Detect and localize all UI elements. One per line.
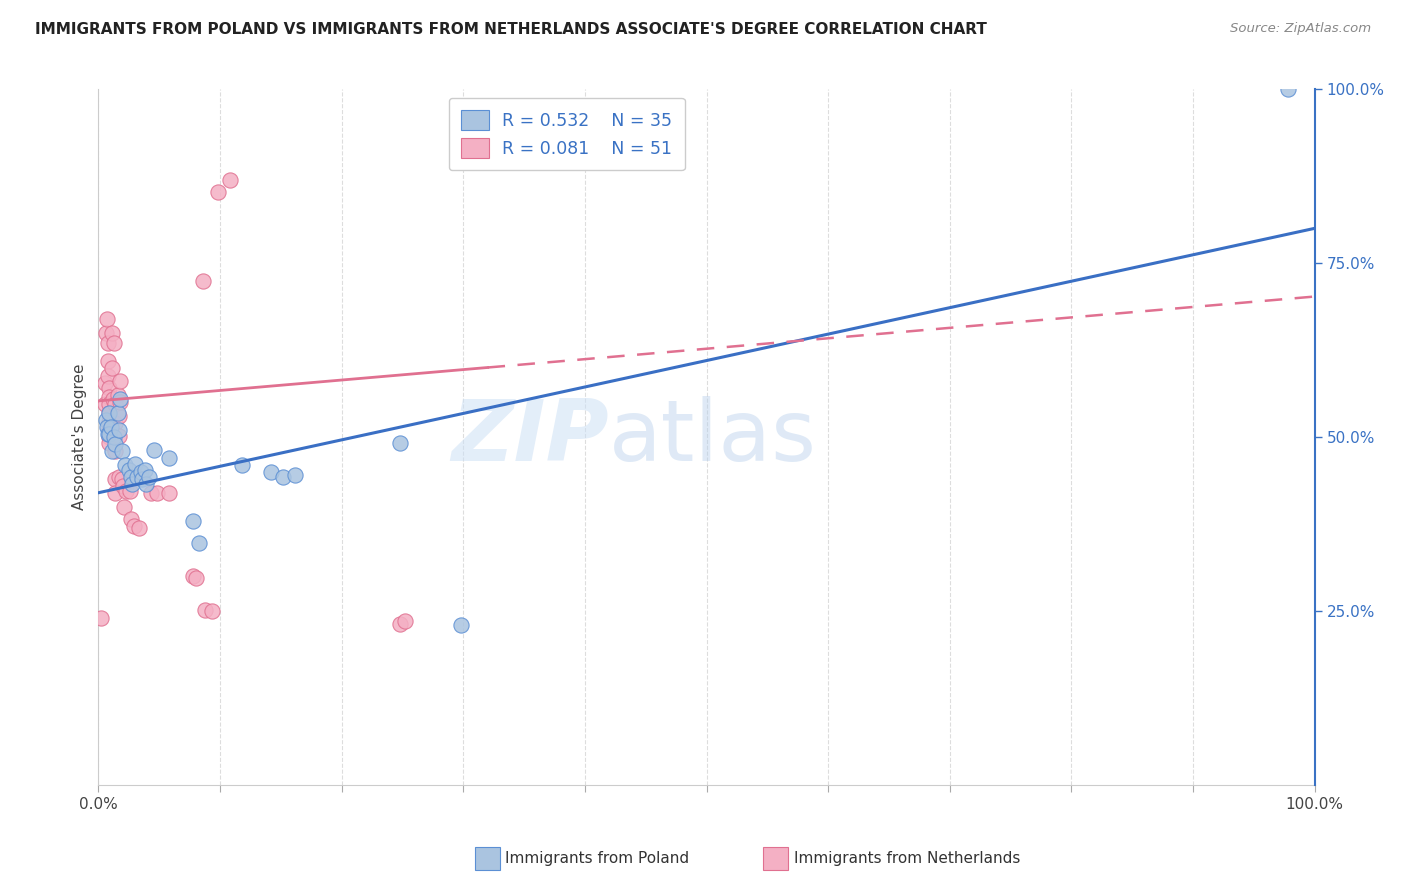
Point	[90, 611, 112, 625]
Point	[110, 392, 132, 406]
Point	[138, 470, 160, 484]
Point	[107, 406, 129, 420]
Point	[107, 388, 129, 402]
Point	[194, 602, 217, 616]
Point	[97, 336, 120, 351]
Point	[184, 571, 207, 585]
Point	[103, 430, 125, 444]
Point	[143, 442, 166, 457]
Point	[122, 519, 145, 533]
Point	[120, 470, 142, 484]
Point	[104, 397, 127, 411]
Point	[118, 484, 141, 499]
Point	[120, 512, 142, 526]
Point	[131, 472, 153, 486]
Y-axis label: Associate's Degree: Associate's Degree	[72, 364, 87, 510]
Point	[284, 468, 307, 483]
Point	[260, 465, 283, 479]
Point	[98, 426, 121, 441]
Point	[93, 376, 115, 390]
Point	[124, 457, 146, 471]
Point	[218, 172, 240, 186]
Point	[104, 416, 127, 430]
Point	[121, 477, 143, 491]
Point	[93, 397, 115, 411]
Point	[104, 437, 127, 451]
Point	[108, 470, 131, 484]
Point	[191, 273, 214, 287]
Point	[110, 444, 132, 458]
Point	[181, 514, 204, 528]
Point	[98, 397, 121, 411]
Point	[134, 463, 156, 477]
Point	[389, 435, 412, 450]
Text: IMMIGRANTS FROM POLAND VS IMMIGRANTS FROM NETHERLANDS ASSOCIATE'S DEGREE CORRELA: IMMIGRANTS FROM POLAND VS IMMIGRANTS FRO…	[35, 22, 987, 37]
Point	[104, 472, 127, 486]
Point	[111, 479, 134, 493]
Point	[394, 615, 416, 629]
Point	[108, 428, 131, 442]
Point	[98, 381, 121, 395]
Text: Source: ZipAtlas.com: Source: ZipAtlas.com	[1230, 22, 1371, 36]
Point	[101, 444, 124, 458]
Point	[110, 472, 132, 486]
Point	[97, 353, 120, 368]
Point	[96, 311, 118, 326]
Point	[101, 360, 124, 375]
Point	[114, 458, 136, 472]
Point	[103, 336, 125, 351]
Point	[101, 392, 124, 406]
Point	[110, 375, 132, 389]
Point	[139, 485, 162, 500]
Point	[1277, 82, 1299, 96]
Point	[207, 185, 229, 199]
Point	[112, 500, 135, 514]
Point	[135, 477, 157, 491]
Point	[389, 616, 412, 631]
Point	[200, 604, 222, 618]
Point	[98, 406, 121, 420]
Point	[181, 569, 204, 583]
Point	[98, 422, 121, 436]
Text: atlas: atlas	[609, 395, 817, 479]
Point	[108, 423, 131, 437]
Point	[108, 409, 131, 424]
Point	[98, 430, 121, 444]
Point	[129, 465, 152, 479]
Point	[96, 419, 118, 434]
Point	[127, 470, 149, 484]
Point	[271, 470, 294, 484]
Point	[118, 463, 141, 477]
Text: Immigrants from Netherlands: Immigrants from Netherlands	[793, 851, 1021, 866]
Legend: R = 0.532    N = 35, R = 0.081    N = 51: R = 0.532 N = 35, R = 0.081 N = 51	[449, 98, 685, 170]
Point	[450, 618, 472, 632]
Point	[98, 390, 121, 404]
Point	[97, 368, 120, 383]
Point	[115, 484, 138, 499]
Point	[157, 485, 180, 500]
Point	[188, 536, 211, 550]
Point	[104, 444, 127, 458]
Point	[101, 326, 124, 340]
Point	[98, 415, 121, 429]
Point	[128, 520, 150, 534]
Point	[94, 326, 117, 340]
Point	[97, 426, 120, 441]
Point	[110, 395, 132, 409]
Point	[146, 485, 169, 500]
Text: Immigrants from Poland: Immigrants from Poland	[505, 851, 689, 866]
Point	[104, 485, 127, 500]
Point	[98, 406, 121, 420]
Point	[94, 412, 117, 426]
Text: ZIP: ZIP	[451, 395, 609, 479]
Point	[100, 419, 122, 434]
Point	[231, 458, 253, 472]
Point	[157, 450, 180, 465]
Point	[98, 435, 121, 450]
